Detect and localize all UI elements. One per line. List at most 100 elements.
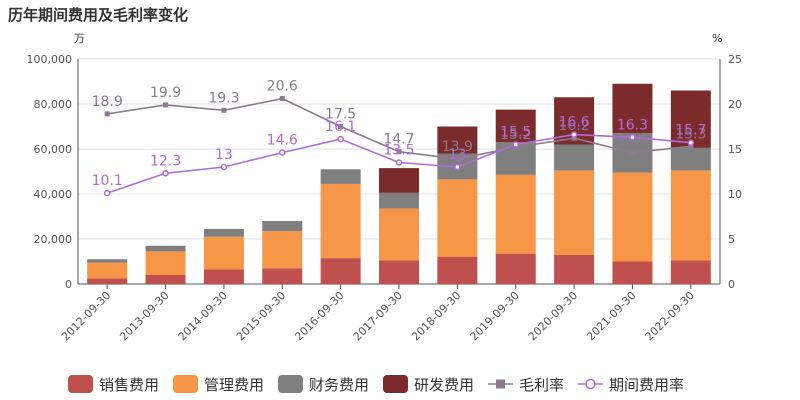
legend-marker bbox=[496, 379, 505, 389]
line-point bbox=[629, 134, 636, 141]
y-left-unit: 万 bbox=[74, 32, 85, 45]
bar-segment bbox=[554, 144, 595, 171]
bar-segment bbox=[379, 192, 419, 209]
line-point bbox=[454, 156, 460, 162]
y-left-tick-label: 20,000 bbox=[34, 233, 73, 246]
data-label: 10.1 bbox=[92, 173, 123, 189]
bar-segment bbox=[320, 183, 361, 259]
bar-segment bbox=[670, 170, 711, 261]
bar-segment bbox=[495, 174, 536, 254]
legend-label: 毛利率 bbox=[519, 376, 564, 394]
x-tick-label: 2014-09-30 bbox=[176, 289, 230, 343]
bar-segment bbox=[670, 260, 711, 284]
bar-segment bbox=[262, 231, 303, 269]
bar-segment bbox=[203, 236, 244, 270]
bar-segment bbox=[612, 83, 653, 134]
bar-segment bbox=[145, 251, 186, 275]
line-point bbox=[629, 150, 635, 156]
y-left-tick-label: 100,000 bbox=[27, 53, 73, 66]
data-label: 13.9 bbox=[442, 139, 473, 155]
x-tick-label: 2017-09-30 bbox=[351, 289, 405, 343]
data-label: 16.1 bbox=[325, 119, 356, 135]
line-point bbox=[454, 163, 461, 171]
y-right-tick-label: 10 bbox=[728, 188, 742, 201]
y-left-tick-label: 40,000 bbox=[34, 188, 73, 201]
y-right-tick-label: 5 bbox=[728, 233, 735, 246]
data-label: 14.7 bbox=[383, 132, 414, 148]
data-label: 17.5 bbox=[325, 107, 356, 123]
data-label: 15.7 bbox=[675, 123, 706, 139]
bar-segment bbox=[203, 269, 244, 284]
data-label: 19.9 bbox=[150, 85, 181, 101]
bar-segment bbox=[670, 147, 711, 171]
legend-swatch bbox=[383, 375, 408, 393]
bar-segment bbox=[87, 278, 128, 284]
bar-segment bbox=[437, 179, 478, 257]
data-label: 15.2 bbox=[500, 127, 531, 143]
line-point bbox=[688, 143, 694, 149]
line-point bbox=[279, 96, 285, 102]
y-right-tick-label: 0 bbox=[728, 278, 735, 291]
data-label: 15.3 bbox=[675, 126, 706, 142]
line-point bbox=[221, 107, 227, 113]
bar-segment bbox=[437, 257, 478, 284]
line-point bbox=[279, 149, 286, 156]
bar-segment bbox=[612, 261, 653, 284]
line-point bbox=[512, 141, 519, 148]
data-label: 13.5 bbox=[383, 143, 414, 159]
y-left-tick-label: 60,000 bbox=[34, 143, 73, 156]
data-label: 16.2 bbox=[559, 118, 590, 134]
data-label: 16.3 bbox=[617, 117, 648, 133]
bar-segment bbox=[495, 109, 536, 143]
bar-segment bbox=[145, 275, 186, 284]
legend-label: 管理费用 bbox=[204, 376, 264, 394]
legend-label: 研发费用 bbox=[414, 376, 474, 394]
bar-segment bbox=[320, 258, 361, 284]
bar-segment bbox=[670, 90, 711, 148]
x-tick-label: 2012-09-30 bbox=[59, 289, 113, 343]
y-left-tick-label: 0 bbox=[65, 278, 72, 291]
legend-label: 期间费用率 bbox=[609, 376, 684, 394]
x-tick-label: 2021-09-30 bbox=[584, 289, 638, 343]
y-left-tick-label: 80,000 bbox=[34, 98, 73, 111]
data-label: 15.5 bbox=[500, 125, 531, 141]
bar-segment bbox=[145, 245, 186, 252]
bar-segment bbox=[379, 260, 419, 284]
y-right-tick-label: 25 bbox=[728, 53, 742, 66]
bar-segment bbox=[262, 221, 303, 232]
legend-swatch bbox=[68, 375, 93, 393]
line-point bbox=[395, 159, 403, 166]
line-point bbox=[396, 149, 402, 155]
x-tick-label: 2022-09-30 bbox=[643, 289, 697, 343]
data-label: 13 bbox=[448, 147, 466, 163]
line-point bbox=[687, 139, 695, 146]
bar-segment bbox=[554, 170, 595, 255]
bar-segment bbox=[554, 254, 595, 284]
x-tick-label: 2018-09-30 bbox=[409, 289, 463, 343]
legend-swatch bbox=[173, 375, 198, 393]
bar-segment bbox=[87, 262, 128, 279]
bar-segment bbox=[262, 268, 303, 284]
y-right-tick-label: 20 bbox=[728, 98, 742, 111]
chart-title: 历年期间费用及毛利率变化 bbox=[8, 6, 189, 24]
bar-segment bbox=[612, 172, 653, 262]
y-right-tick-label: 15 bbox=[728, 143, 742, 156]
x-tick-label: 2015-09-30 bbox=[234, 289, 288, 343]
line-point bbox=[103, 189, 111, 197]
line-point bbox=[220, 163, 228, 171]
data-label: 12.3 bbox=[150, 153, 181, 169]
legend-swatch bbox=[278, 375, 303, 393]
bar-segment bbox=[437, 126, 478, 154]
data-label: 19.3 bbox=[208, 90, 239, 106]
bar-segment bbox=[320, 169, 361, 184]
bar-segment bbox=[379, 168, 419, 193]
bar-segment bbox=[379, 208, 419, 261]
data-label: 13 bbox=[215, 147, 233, 163]
x-tick-label: 2013-09-30 bbox=[117, 289, 171, 343]
x-tick-label: 2019-09-30 bbox=[467, 289, 521, 343]
y-right-unit: % bbox=[712, 32, 722, 45]
line-point bbox=[337, 135, 344, 143]
line-point bbox=[571, 135, 577, 141]
x-tick-label: 2020-09-30 bbox=[526, 289, 580, 343]
